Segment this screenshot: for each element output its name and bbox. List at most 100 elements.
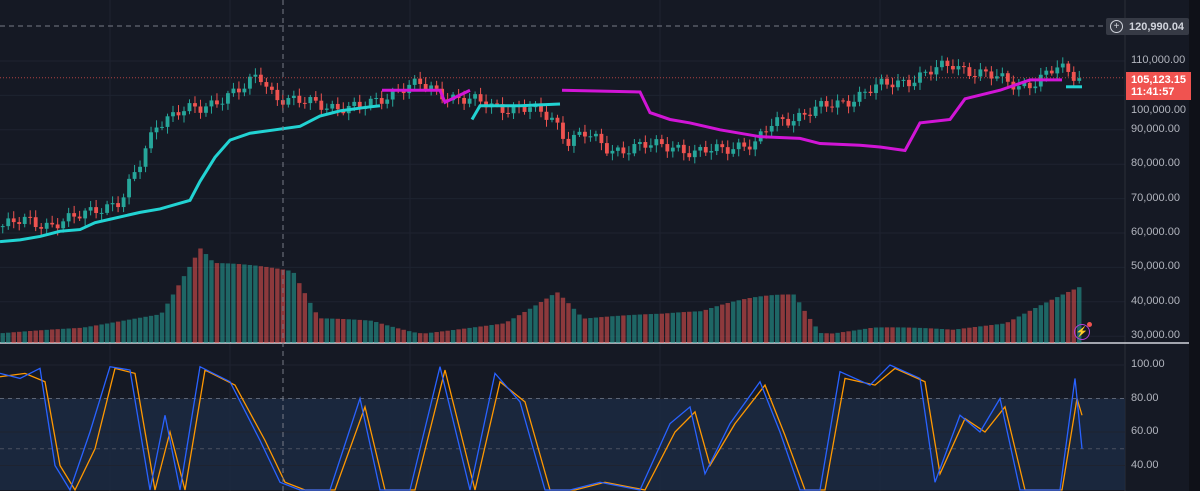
candle-body bbox=[11, 218, 16, 223]
volume-bar bbox=[1077, 287, 1082, 343]
volume-bar bbox=[225, 263, 231, 343]
candle-body bbox=[561, 122, 565, 139]
candle-body bbox=[335, 103, 340, 110]
volume-bar bbox=[1016, 316, 1022, 343]
candle-body bbox=[66, 213, 71, 222]
candle-body bbox=[61, 221, 66, 229]
candle-body bbox=[626, 153, 631, 155]
volume-bar bbox=[577, 314, 582, 343]
volume-bar bbox=[363, 320, 368, 343]
volume-bar bbox=[264, 266, 269, 343]
stoch-tick-label: 80.00 bbox=[1131, 391, 1159, 404]
candle-body bbox=[1016, 86, 1021, 90]
volume-bar bbox=[22, 331, 27, 343]
volume-bar bbox=[93, 325, 99, 343]
volume-bar bbox=[258, 266, 264, 343]
volume-bar bbox=[643, 314, 648, 343]
volume-bar bbox=[236, 264, 242, 343]
candle-body bbox=[220, 103, 225, 105]
candle-body bbox=[725, 147, 730, 154]
candle-body bbox=[1044, 70, 1049, 75]
volume-bar bbox=[626, 315, 632, 343]
volume-bar bbox=[654, 313, 659, 343]
candle-body bbox=[39, 227, 44, 229]
candle-body bbox=[791, 121, 796, 126]
volume-bar bbox=[533, 305, 538, 343]
volume-bar bbox=[379, 323, 384, 343]
price-tick-label: 100,000.00 bbox=[1131, 104, 1187, 116]
candle-body bbox=[187, 103, 192, 112]
candle-body bbox=[434, 85, 439, 89]
candle-body bbox=[209, 100, 214, 107]
price-tick-label: 50,000.00 bbox=[1131, 260, 1180, 273]
candle-body bbox=[583, 131, 587, 137]
candle-body bbox=[731, 149, 736, 154]
volume-bar bbox=[489, 325, 494, 343]
volume-bar bbox=[791, 294, 796, 343]
price-tick-label: 110,000.00 bbox=[1131, 54, 1186, 66]
volume-bar bbox=[214, 263, 220, 343]
volume-bar bbox=[516, 315, 522, 343]
volume-bar bbox=[928, 328, 934, 343]
candle-body bbox=[110, 203, 115, 205]
volume-bar bbox=[637, 314, 643, 343]
candle-body bbox=[846, 100, 851, 107]
candle-body bbox=[901, 79, 906, 81]
volume-bar bbox=[890, 327, 895, 343]
volume-bar bbox=[527, 308, 533, 343]
candle-body bbox=[769, 125, 774, 132]
volume-bar bbox=[38, 330, 44, 343]
lightning-alert-icon[interactable]: ⚡ bbox=[1074, 322, 1092, 340]
volume-bar bbox=[555, 292, 560, 343]
candle-body bbox=[841, 100, 846, 102]
candle-body bbox=[566, 138, 571, 146]
volume-bar bbox=[60, 328, 66, 343]
volume-bar bbox=[945, 329, 950, 343]
candle-body bbox=[1055, 67, 1060, 74]
volume-bar bbox=[813, 326, 818, 343]
candle-body bbox=[462, 97, 467, 104]
price-tick-label: 80,000.00 bbox=[1131, 157, 1180, 170]
volume-bar bbox=[1055, 297, 1060, 343]
candle-body bbox=[368, 98, 373, 108]
supertrend-up bbox=[470, 102, 561, 121]
candle-body bbox=[550, 117, 554, 120]
volume-bar bbox=[110, 322, 115, 343]
volume-bar bbox=[121, 320, 126, 343]
volume-bar bbox=[357, 319, 362, 343]
candle-body bbox=[204, 106, 208, 113]
volume-bar bbox=[88, 326, 93, 343]
candle-body bbox=[286, 98, 291, 105]
right-toolbar-strip bbox=[1189, 0, 1200, 491]
volume-bar bbox=[220, 263, 225, 343]
volume-bar bbox=[390, 326, 395, 343]
volume-bar bbox=[566, 303, 571, 343]
volume-bar bbox=[412, 332, 417, 343]
volume-bar bbox=[522, 311, 527, 343]
add-alert-plus-icon[interactable]: + bbox=[1110, 20, 1123, 33]
candle-body bbox=[176, 112, 181, 116]
volume-bar bbox=[77, 327, 82, 343]
candle-body bbox=[879, 78, 884, 85]
candle-body bbox=[775, 117, 780, 126]
volume-bar bbox=[621, 315, 626, 343]
candle-body bbox=[116, 203, 121, 208]
stoch-tick-label: 100.00 bbox=[1131, 358, 1165, 370]
volume-bar bbox=[374, 322, 379, 343]
candle-body bbox=[813, 106, 818, 116]
candle-body bbox=[544, 111, 549, 120]
candle-body bbox=[154, 127, 159, 133]
volume-bar bbox=[983, 325, 989, 343]
volume-bar bbox=[165, 303, 170, 343]
volume-bar bbox=[478, 326, 483, 343]
volume-bar bbox=[445, 330, 450, 343]
candle-body bbox=[319, 100, 324, 110]
volume-bar bbox=[401, 329, 406, 343]
candle-body bbox=[138, 166, 142, 173]
candle-body bbox=[171, 112, 175, 117]
volume-bar bbox=[483, 325, 489, 343]
volume-bar bbox=[665, 313, 670, 343]
volume-bar bbox=[494, 324, 500, 343]
candle-body bbox=[291, 95, 296, 99]
